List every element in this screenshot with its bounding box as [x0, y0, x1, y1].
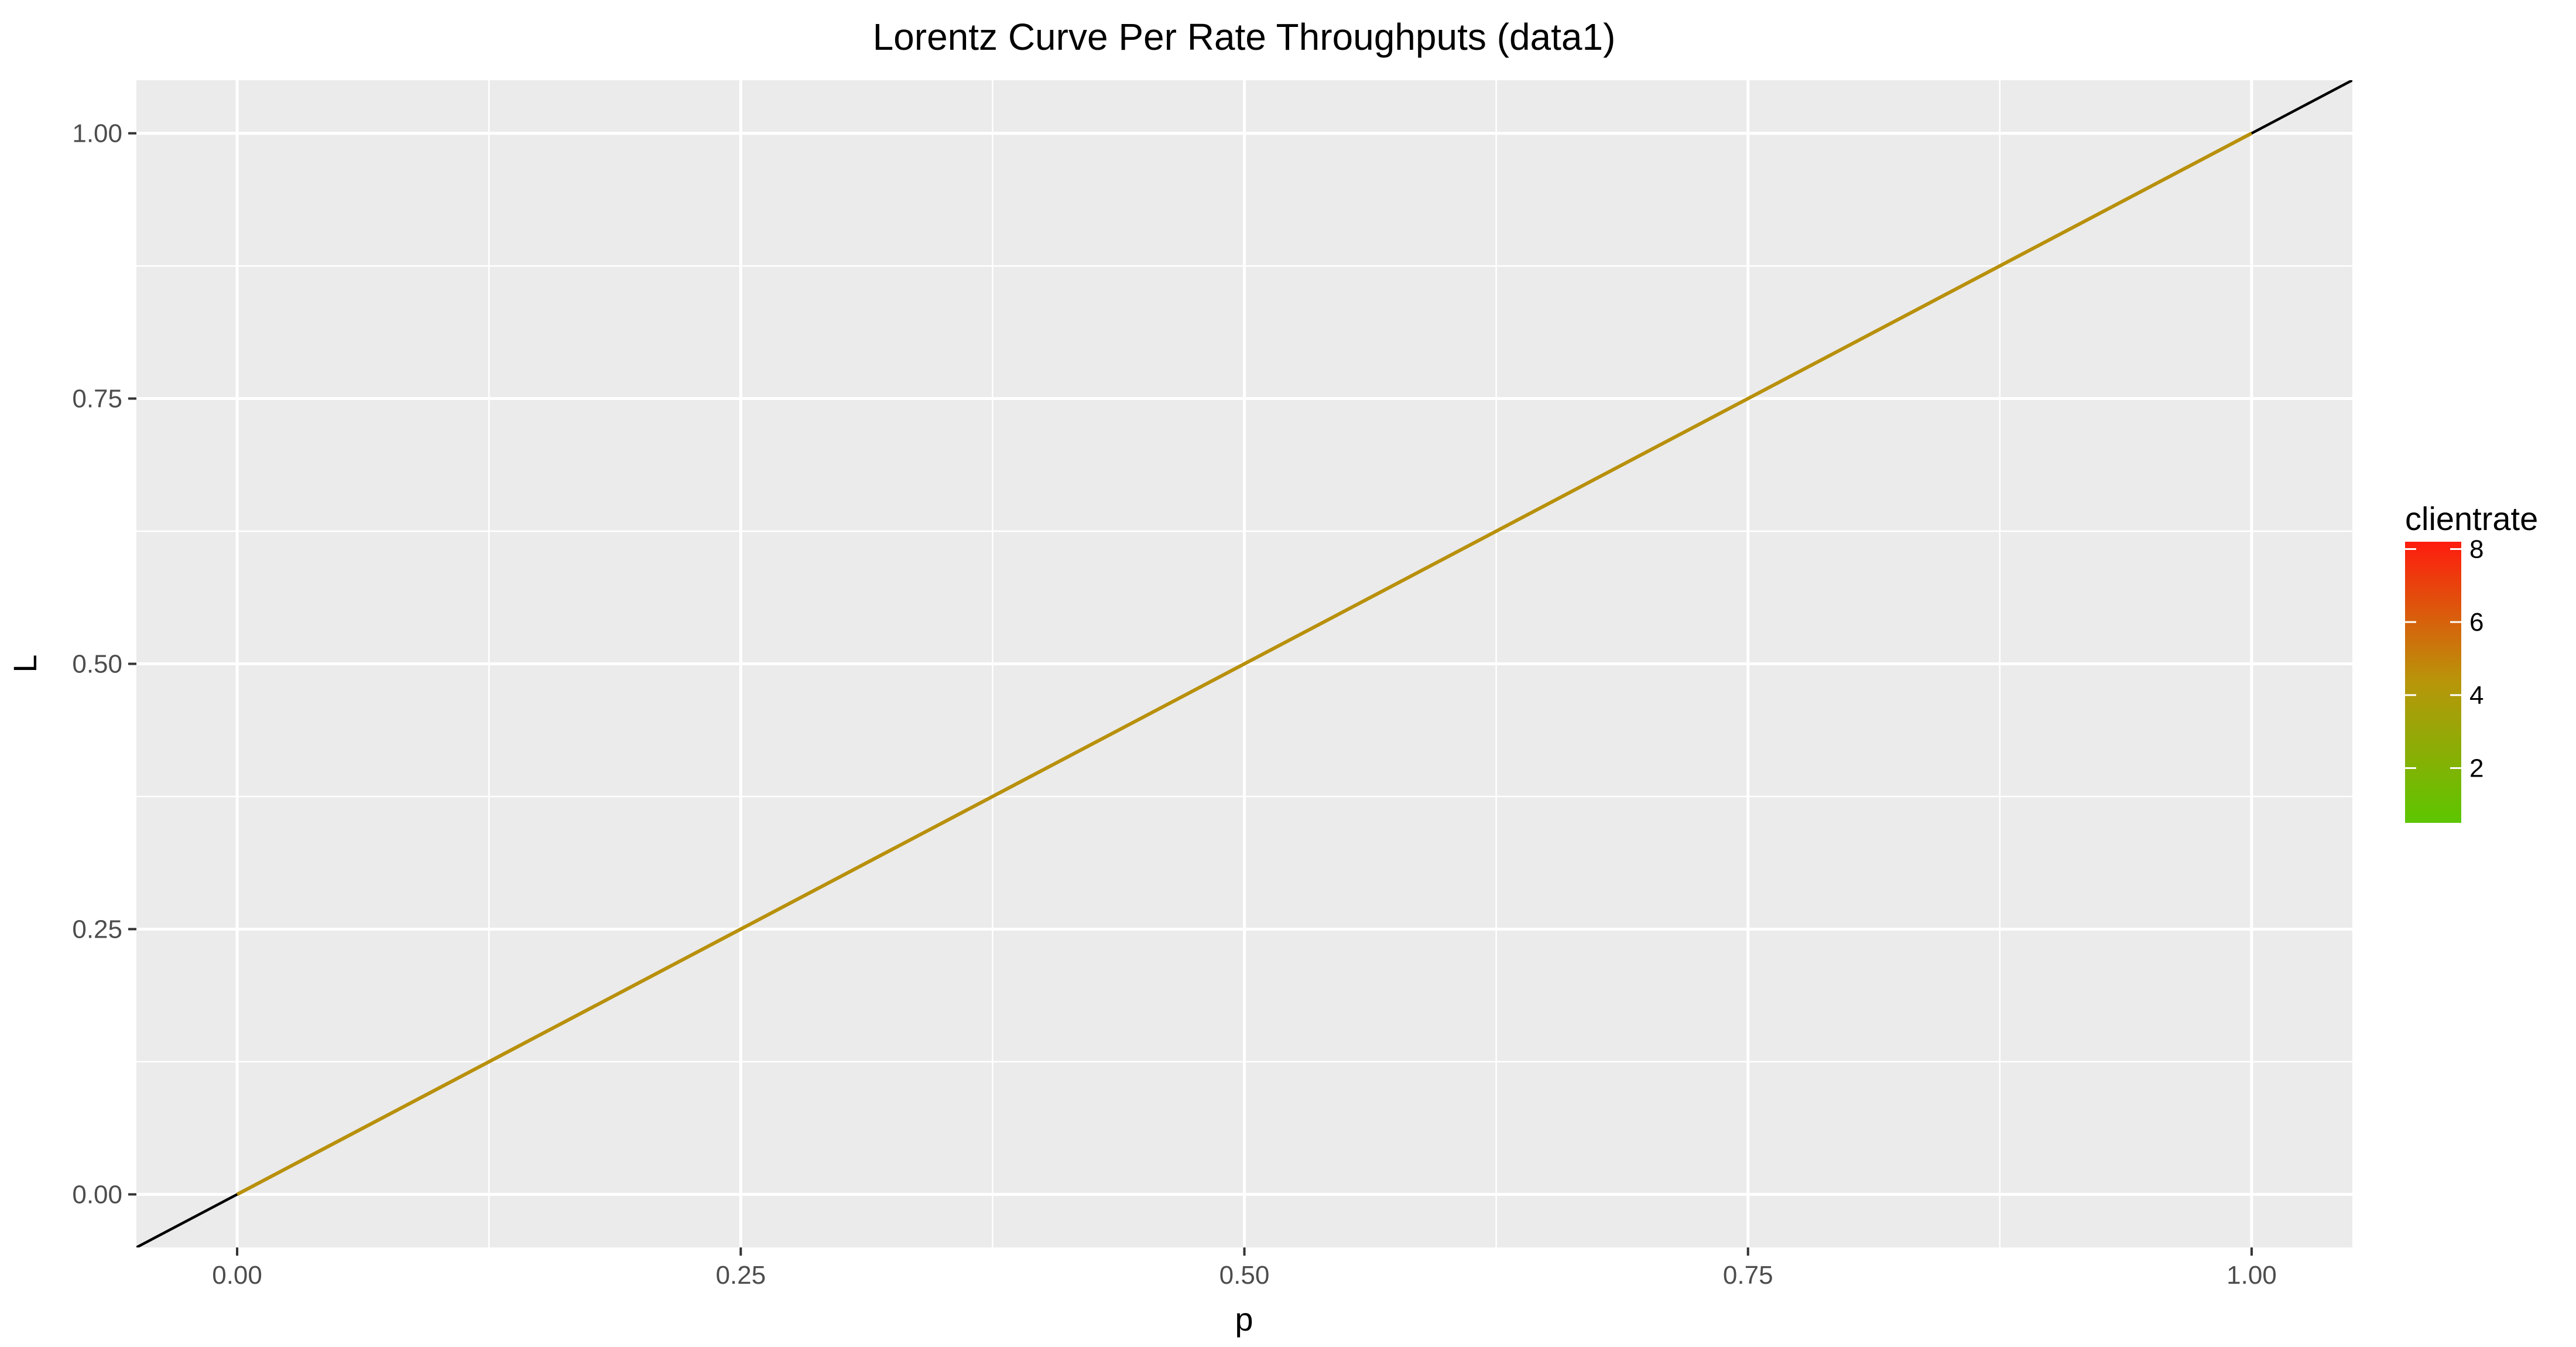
- x-tick-label: 0.25: [715, 1261, 766, 1290]
- y-tick-label: 0.00: [72, 1180, 122, 1209]
- legend-title: clientrate: [2405, 500, 2538, 537]
- x-tick-label: 0.75: [1723, 1261, 1773, 1290]
- y-tick-label: 0.25: [72, 915, 122, 943]
- legend-colorbar: [2405, 542, 2461, 823]
- x-axis-title: p: [1235, 1301, 1253, 1338]
- legend-tick-label: 6: [2469, 608, 2483, 637]
- legend-tick-label: 8: [2469, 535, 2483, 563]
- y-tick-label: 0.50: [72, 650, 122, 679]
- x-tick-label: 0.00: [212, 1261, 262, 1290]
- lorentz-curve-series-1: [236, 131, 2253, 1196]
- x-tick-label: 0.50: [1220, 1261, 1270, 1290]
- y-axis: 0.00 0.25 0.50 0.75 1.00: [72, 119, 136, 1209]
- legend-tick-label: 2: [2469, 754, 2483, 782]
- y-tick-label: 1.00: [72, 119, 122, 148]
- legend-tick-label: 4: [2469, 681, 2483, 710]
- x-tick-label: 1.00: [2226, 1261, 2277, 1290]
- y-tick-label: 0.75: [72, 385, 122, 413]
- data-lines: [136, 80, 2352, 1247]
- chart-title: Lorentz Curve Per Rate Throughputs (data…: [873, 16, 1616, 58]
- color-legend: clientrate 2 4 6 8: [2405, 500, 2538, 823]
- x-axis: 0.00 0.25 0.50 0.75 1.00: [212, 1247, 2277, 1290]
- y-axis-title: L: [6, 654, 43, 672]
